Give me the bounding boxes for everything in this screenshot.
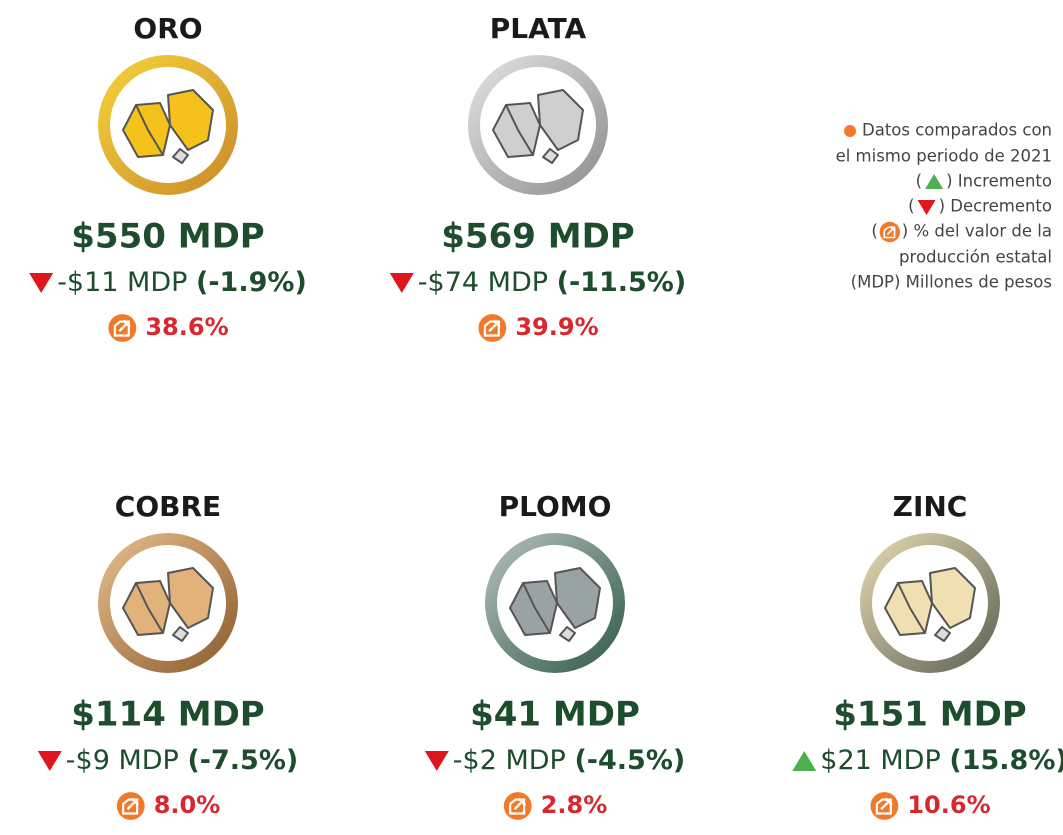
rock-shade xyxy=(135,582,164,634)
change: -$9 MDP (-7.5%) xyxy=(66,745,298,776)
rock xyxy=(172,148,189,164)
change-percent: (-4.5%) xyxy=(574,745,685,776)
change-amount: $21 MDP xyxy=(820,745,941,776)
rock xyxy=(542,148,559,164)
trend-arrow xyxy=(389,273,414,293)
rock xyxy=(559,626,576,642)
legend-up xyxy=(925,174,944,189)
share-icon xyxy=(502,791,533,821)
change-amount: -$74 MDP xyxy=(418,267,548,298)
legend-icon xyxy=(878,221,901,243)
rocks xyxy=(884,567,976,642)
share: 38.6% xyxy=(145,313,228,341)
rock-shade xyxy=(897,582,926,634)
rocks xyxy=(492,89,584,164)
mineral-value: $550 MDP xyxy=(71,217,264,257)
rock xyxy=(167,567,214,629)
mineral-value: $41 MDP xyxy=(470,695,640,735)
rock xyxy=(929,567,976,629)
change-space xyxy=(179,745,188,776)
share-icon xyxy=(107,313,138,343)
share-icon xyxy=(869,791,900,821)
legend-dot xyxy=(844,125,857,137)
change-amount: -$2 MDP xyxy=(453,745,566,776)
share: 39.9% xyxy=(515,313,598,341)
trend-arrow xyxy=(37,751,62,771)
trend-arrow xyxy=(792,751,817,771)
share: 8.0% xyxy=(154,791,221,819)
rocks xyxy=(509,567,601,642)
legend-text: ) Decremento xyxy=(939,197,1052,216)
change: -$2 MDP (-4.5%) xyxy=(453,745,685,776)
change-space xyxy=(187,267,196,298)
mineral-value: $114 MDP xyxy=(71,695,264,735)
rock-shade xyxy=(522,582,551,634)
trend-arrow xyxy=(424,751,449,771)
trend-arrow xyxy=(29,273,54,293)
change-space xyxy=(566,745,575,776)
share-icon xyxy=(115,791,146,821)
legend-text: ( xyxy=(871,222,877,241)
change-space xyxy=(941,745,950,776)
mineral-value: $569 MDP xyxy=(441,217,634,257)
legend-text: ) % del valor de la xyxy=(902,222,1052,241)
rock-shade xyxy=(505,104,534,156)
legend-down xyxy=(917,200,936,215)
change: -$11 MDP (-1.9%) xyxy=(57,267,307,298)
legend-text: Datos comparados con xyxy=(862,121,1052,140)
mineral-name: ZINC xyxy=(893,490,968,523)
change: -$74 MDP (-11.5%) xyxy=(418,267,686,298)
mineral-name: PLATA xyxy=(490,12,587,45)
share: 10.6% xyxy=(907,791,990,819)
change-amount: -$9 MDP xyxy=(66,745,179,776)
mineral-value: $151 MDP xyxy=(833,695,1026,735)
rock xyxy=(537,89,584,151)
legend-text: ) Incremento xyxy=(946,172,1052,191)
legend-text: ( xyxy=(916,172,922,191)
mineral-name: ORO xyxy=(133,12,202,45)
mineral-name: PLOMO xyxy=(499,490,612,523)
change-space xyxy=(548,267,557,298)
legend-text: (MDP) Millones de pesos xyxy=(851,273,1052,292)
rocks xyxy=(122,567,214,642)
rock-shade xyxy=(135,104,164,156)
rocks xyxy=(122,89,214,164)
change-percent: (-7.5%) xyxy=(187,745,298,776)
legend-text: el mismo periodo de 2021 xyxy=(836,147,1052,166)
rock xyxy=(554,567,601,629)
legend-text: ( xyxy=(908,197,914,216)
change-percent: (15.8%) xyxy=(949,745,1063,776)
rock xyxy=(167,89,214,151)
change-percent: (-11.5%) xyxy=(557,267,687,298)
legend-text: producción estatal xyxy=(899,248,1052,267)
change-percent: (-1.9%) xyxy=(196,267,307,298)
rock xyxy=(172,626,189,642)
change: $21 MDP (15.8%) xyxy=(820,745,1063,776)
mineral-name: COBRE xyxy=(115,490,221,523)
share: 2.8% xyxy=(541,791,608,819)
share-icon xyxy=(477,313,508,343)
change-amount: -$11 MDP xyxy=(57,267,187,298)
rock xyxy=(934,626,951,642)
